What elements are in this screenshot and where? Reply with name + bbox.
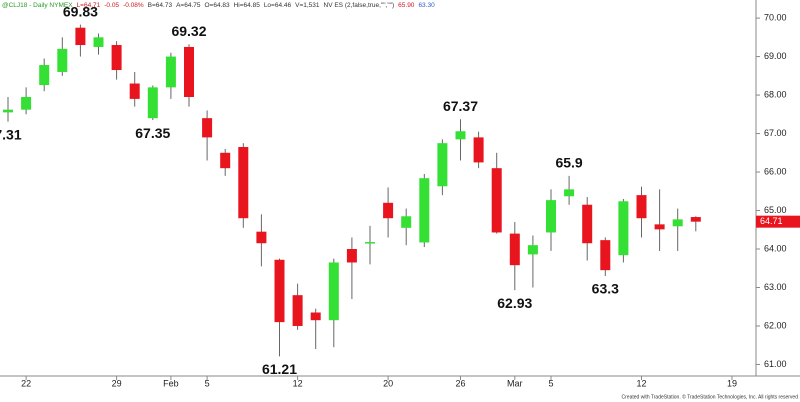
header-item: B=64.73	[148, 2, 173, 9]
header-item: -0.08%	[123, 2, 144, 9]
candle-body	[129, 83, 140, 99]
candle-body	[256, 231, 267, 244]
header-item: Hi=64.85	[234, 2, 261, 9]
y-tick-label: 70.00	[764, 12, 787, 22]
candle-body	[310, 312, 321, 321]
x-tick-label: 5	[548, 378, 553, 388]
candle-body	[21, 96, 32, 110]
header-item: A=64.75	[176, 2, 201, 9]
candle-body	[346, 248, 357, 263]
price-annotation: 67.35	[135, 125, 170, 141]
price-annotation: 67.37	[443, 98, 478, 114]
candle-body	[690, 217, 701, 222]
candle-body	[365, 242, 375, 244]
price-annotation: 69.32	[171, 23, 206, 39]
candle-body	[527, 245, 538, 255]
y-tick-label: 68.00	[764, 89, 787, 99]
price-annotation: 69.83	[63, 3, 98, 19]
candle-body	[147, 87, 158, 119]
x-tick-label: 19	[727, 378, 737, 388]
candle-body	[546, 200, 556, 233]
candle-body	[184, 46, 194, 97]
candle-body	[636, 195, 647, 219]
candle-body	[455, 131, 466, 140]
candle-body	[383, 202, 394, 219]
candle-body	[111, 45, 122, 71]
x-tick-label: 26	[455, 378, 465, 388]
candle-body	[473, 137, 484, 163]
candle-body	[582, 204, 593, 244]
candle-body	[39, 65, 50, 86]
header-item: L=64.71	[77, 2, 101, 9]
candle-body	[238, 147, 249, 219]
y-tick-label: 61.00	[764, 359, 787, 369]
candle-body	[618, 201, 629, 256]
candle-body	[328, 262, 339, 321]
candle-body	[75, 27, 86, 46]
candle-body	[491, 168, 502, 233]
y-tick-label: 67.00	[764, 128, 787, 138]
y-tick-label: 69.00	[764, 51, 787, 61]
x-tick-label: 22	[21, 378, 31, 388]
price-annotation: 65.9	[555, 155, 582, 171]
header-item: Lo=64.46	[264, 2, 292, 9]
candle-body	[401, 216, 412, 228]
last-price-label: 64.71	[760, 216, 783, 226]
header-item: NV ES (2,false,true,"","")	[324, 2, 395, 9]
candle-body	[437, 143, 448, 187]
y-tick-label: 62.00	[764, 320, 787, 330]
header-item: V=1,531	[295, 2, 320, 9]
y-tick-label: 66.00	[764, 166, 787, 176]
x-tick-label: 12	[636, 378, 646, 388]
header-item: 65.90	[398, 2, 415, 9]
y-tick-label: 65.00	[764, 205, 787, 215]
y-tick-label: 64.00	[764, 243, 787, 253]
candle-body	[165, 56, 176, 88]
candle-body	[564, 189, 575, 197]
footer: Created with TradeStation. © TradeStatio…	[622, 393, 799, 400]
candle-body	[419, 178, 430, 243]
price-annotation: 7.31	[0, 126, 22, 142]
x-tick-label: 5	[205, 378, 210, 388]
candle-body	[600, 240, 611, 271]
x-tick-label: 29	[112, 378, 122, 388]
x-tick-label: 20	[383, 378, 393, 388]
y-tick-label: 63.00	[764, 282, 787, 292]
candle-body	[202, 118, 213, 138]
header-item: -0.05	[104, 2, 119, 9]
header-item: O=64.83	[204, 2, 230, 9]
header: @CLJ18 - Daily NYMEX L=64.71 -0.05 -0.08% B=…	[2, 2, 435, 9]
candle-body	[93, 37, 104, 47]
candle-body	[672, 219, 683, 227]
candle-body	[509, 233, 520, 266]
x-tick-label: Feb	[163, 378, 179, 388]
candle-body	[292, 295, 303, 326]
price-annotation: 61.21	[262, 361, 297, 377]
x-tick-label: Mar	[507, 378, 523, 388]
candle-body	[3, 109, 13, 113]
candle-body	[274, 259, 285, 323]
x-tick-label: 12	[293, 378, 303, 388]
last-price-box	[756, 215, 800, 228]
candle-body	[220, 152, 231, 169]
price-annotation: 62.93	[497, 295, 532, 311]
candle-body	[57, 48, 68, 72]
header-item: @CLJ18 - Daily NYMEX	[2, 2, 73, 9]
price-annotation: 63.3	[592, 281, 619, 297]
header-item: 63.30	[418, 2, 435, 9]
candle-body	[654, 224, 665, 230]
